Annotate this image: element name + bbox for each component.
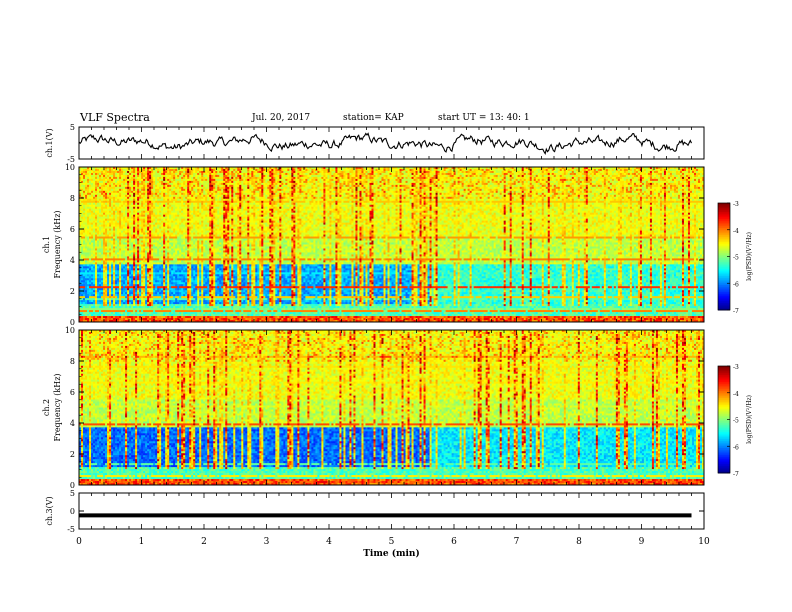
ch1-waveform-line	[79, 134, 692, 154]
ch1-waveform-panel-ylabel: ch.1(V)	[45, 128, 54, 157]
ch1-spectrogram	[79, 167, 704, 322]
ch1-waveform-panel-ytick-label: 5	[70, 123, 75, 132]
